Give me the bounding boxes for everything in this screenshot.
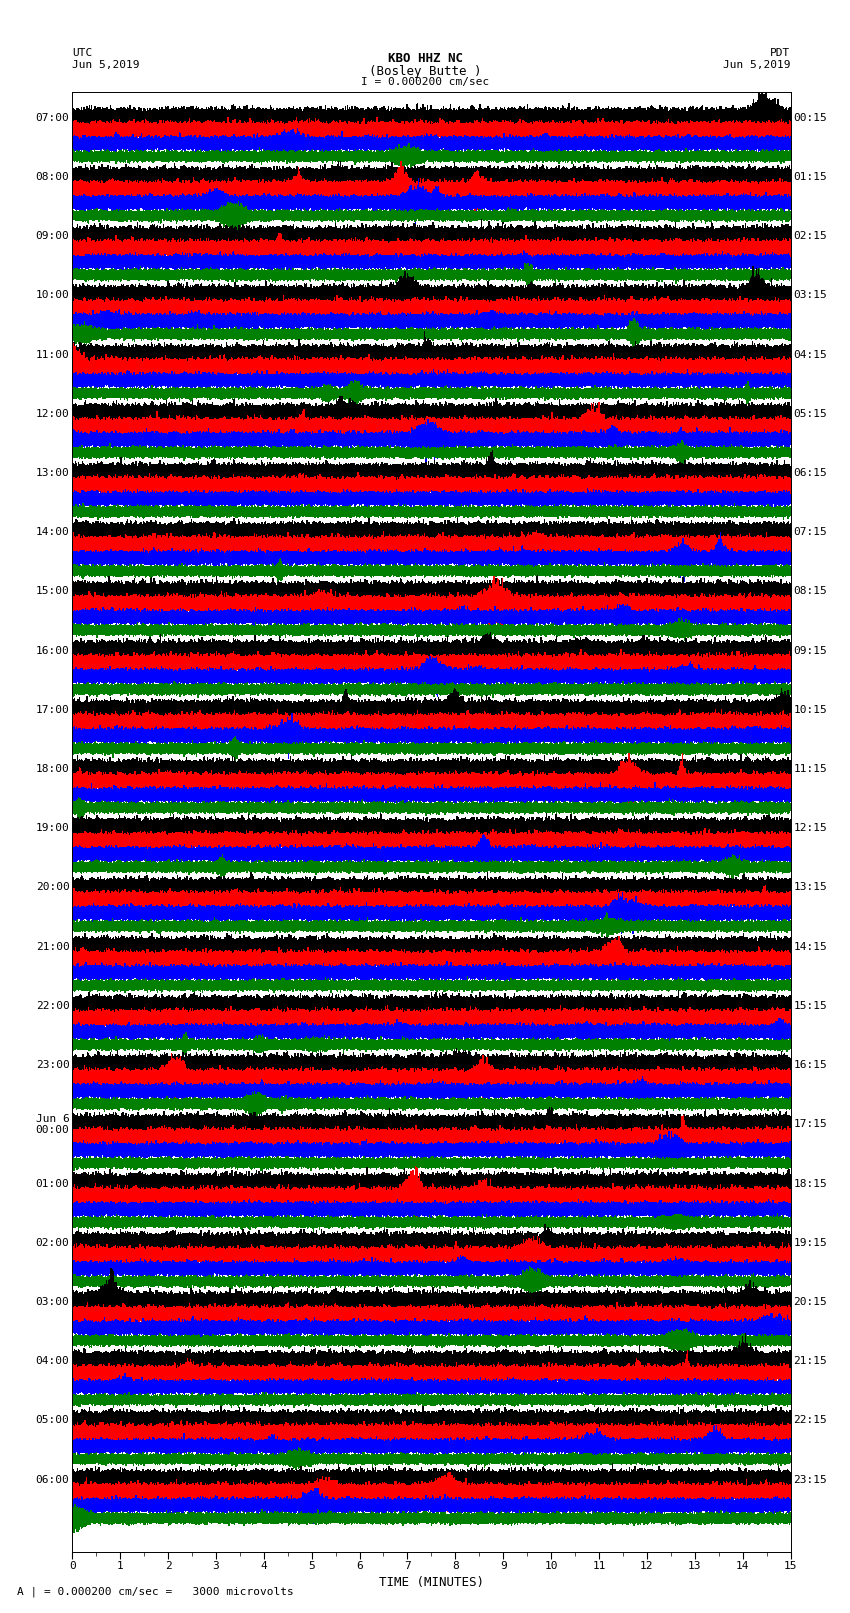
- Text: KBO HHZ NC: KBO HHZ NC: [388, 52, 462, 65]
- Text: Jun 5,2019: Jun 5,2019: [72, 60, 139, 69]
- X-axis label: TIME (MINUTES): TIME (MINUTES): [379, 1576, 484, 1589]
- Text: PDT: PDT: [770, 48, 790, 58]
- Text: (Bosley Butte ): (Bosley Butte ): [369, 65, 481, 77]
- Text: I = 0.000200 cm/sec: I = 0.000200 cm/sec: [361, 77, 489, 87]
- Text: Jun 5,2019: Jun 5,2019: [723, 60, 791, 69]
- Text: UTC: UTC: [72, 48, 93, 58]
- Text: A | = 0.000200 cm/sec =   3000 microvolts: A | = 0.000200 cm/sec = 3000 microvolts: [17, 1586, 294, 1597]
